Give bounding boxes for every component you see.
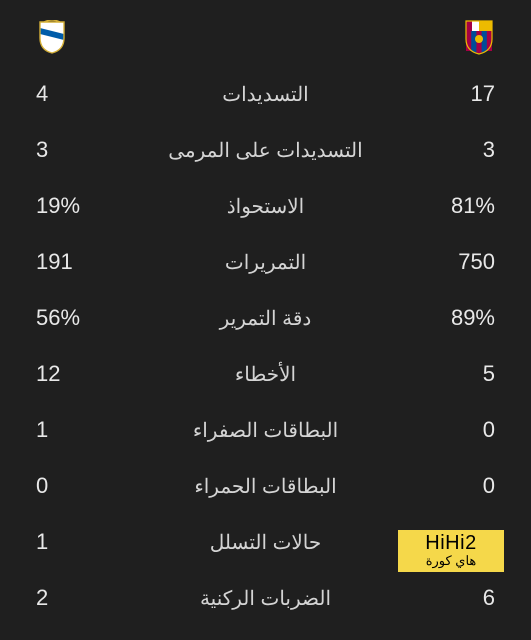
stat-label: الضربات الركنية [96, 586, 435, 611]
stat-row: 6 الضربات الركنية 2 [36, 570, 495, 626]
home-team-badge [463, 18, 495, 56]
stat-label: التسديدات [96, 82, 435, 107]
stat-row: 3 التسديدات على المرمى 3 [36, 122, 495, 178]
stat-label: البطاقات الصفراء [96, 418, 435, 443]
stat-home-value: 0 [435, 473, 495, 499]
barcelona-crest-icon [464, 19, 494, 55]
stat-row: 81% الاستحواذ 19% [36, 178, 495, 234]
teams-row [36, 0, 495, 66]
stat-label: دقة التمرير [96, 306, 435, 331]
stat-row: 0 البطاقات الصفراء 1 [36, 402, 495, 458]
stat-away-value: 191 [36, 249, 96, 275]
leganes-crest-icon [38, 20, 66, 54]
stat-row: 17 التسديدات 4 [36, 66, 495, 122]
stat-away-value: 2 [36, 585, 96, 611]
watermark-main: HiHi2 [398, 530, 504, 554]
stat-home-value: 81% [435, 193, 495, 219]
stat-home-value: 89% [435, 305, 495, 331]
stat-away-value: 1 [36, 529, 96, 555]
stat-label: الاستحواذ [96, 194, 435, 219]
stat-home-value: 0 [435, 417, 495, 443]
stat-row: 89% دقة التمرير 56% [36, 290, 495, 346]
stat-row: 0 البطاقات الحمراء 0 [36, 458, 495, 514]
stat-away-value: 56% [36, 305, 96, 331]
stat-home-value: 17 [435, 81, 495, 107]
stat-label: التمريرات [96, 250, 435, 275]
watermark-sub: هاي كورة [398, 554, 504, 570]
stat-away-value: 19% [36, 193, 96, 219]
stat-label: حالات التسلل [96, 530, 435, 555]
stat-home-value: 3 [435, 137, 495, 163]
stat-row: 750 التمريرات 191 [36, 234, 495, 290]
stat-home-value: 6 [435, 585, 495, 611]
watermark-box: HiHi2 هاي كورة [398, 530, 504, 572]
stat-label: التسديدات على المرمى [96, 138, 435, 163]
stat-row: 5 الأخطاء 12 [36, 346, 495, 402]
stat-label: الأخطاء [96, 362, 435, 387]
stat-away-value: 1 [36, 417, 96, 443]
stat-home-value: 5 [435, 361, 495, 387]
stats-panel: 17 التسديدات 4 3 التسديدات على المرمى 3 … [0, 0, 531, 640]
stat-away-value: 3 [36, 137, 96, 163]
stat-away-value: 12 [36, 361, 96, 387]
stat-label: البطاقات الحمراء [96, 474, 435, 499]
watermark: HiHi2 هاي كورة [398, 530, 504, 572]
stat-away-value: 4 [36, 81, 96, 107]
away-team-badge [36, 18, 68, 56]
stat-home-value: 750 [435, 249, 495, 275]
stat-away-value: 0 [36, 473, 96, 499]
